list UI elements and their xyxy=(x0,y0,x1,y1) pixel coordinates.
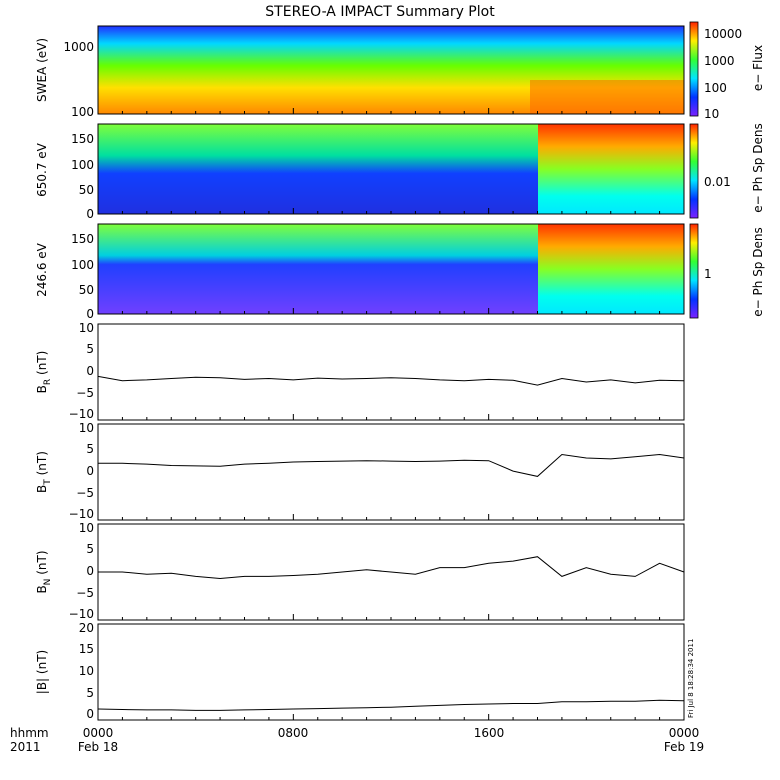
bmag-ytick-0: 0 xyxy=(86,707,94,721)
pad246-colorbar xyxy=(689,223,699,319)
pad246-ytick-100: 100 xyxy=(71,258,94,272)
swea-cbar-tick-100: 100 xyxy=(704,81,727,95)
bt-series-line xyxy=(98,453,685,477)
timestamp-stamp: Fri Jul 8 18:28:34 2011 xyxy=(687,639,695,718)
bmag-frame xyxy=(97,623,685,721)
panel-bt: BT (nT) 10 5 0 −5 −10 xyxy=(35,421,685,521)
x-date-end: Feb 19 xyxy=(664,740,704,754)
panel-pad-650: 650.7 eV 150 100 50 0 0.01 e− Ph Sp Dens xyxy=(35,123,765,221)
swea-cbar-tick-1000: 1000 xyxy=(704,54,735,68)
pad650-cbar-tick: 0.01 xyxy=(704,175,731,189)
br-ytick-5: 5 xyxy=(86,342,94,356)
swea-ytick-1000: 1000 xyxy=(63,40,94,54)
br-ylabel: BR (nT) xyxy=(35,351,53,394)
panel-bmag: |B| (nT) 20 15 10 5 0 Fri Jul 8 18:28:34… xyxy=(35,621,695,721)
swea-cbar-tick-10: 10 xyxy=(704,107,719,121)
br-ytick-10: 10 xyxy=(79,321,94,335)
pad246-ytick-150: 150 xyxy=(71,232,94,246)
x-tick-0800: 0800 xyxy=(278,726,309,740)
panel-swea: SWEA (eV) 1000 100 10000 1000 100 10 e− … xyxy=(35,21,765,121)
br-ytick-m5: −5 xyxy=(76,386,94,400)
swea-hot-region xyxy=(530,80,684,114)
br-frame xyxy=(97,323,685,421)
bn-ylabel: BN (nT) xyxy=(35,550,53,593)
pad650-ytick-150: 150 xyxy=(71,132,94,146)
br-ytick-m10: −10 xyxy=(69,407,94,421)
x-date-start: Feb 18 xyxy=(78,740,118,754)
bt-ytick-5: 5 xyxy=(86,442,94,456)
swea-ylabel: SWEA (eV) xyxy=(35,38,49,102)
bmag-ytick-5: 5 xyxy=(86,686,94,700)
pad650-cbar-label: e− Ph Sp Dens xyxy=(751,123,765,212)
swea-colorbar xyxy=(689,21,699,117)
pad246-cbar-tick: 1 xyxy=(704,267,712,281)
x-tick-1600: 1600 xyxy=(474,726,505,740)
pad650-ytick-50: 50 xyxy=(79,183,94,197)
swea-ytick-100: 100 xyxy=(71,105,94,119)
br-series-line xyxy=(97,375,685,386)
swea-cbar-label: e− Flux xyxy=(751,45,765,91)
bn-ytick-0: 0 xyxy=(86,564,94,578)
bn-ytick-10: 10 xyxy=(79,521,94,535)
br-ytick-0: 0 xyxy=(86,364,94,378)
x-row1-label: hhmm xyxy=(10,726,49,740)
pad650-colorbar xyxy=(689,123,699,219)
bt-frame xyxy=(97,423,685,521)
bt-ytick-m10: −10 xyxy=(69,507,94,521)
pad650-ytick-100: 100 xyxy=(71,158,94,172)
pad246-ytick-50: 50 xyxy=(79,283,94,297)
bt-ytick-m5: −5 xyxy=(76,486,94,500)
plot-title: STEREO-A IMPACT Summary Plot xyxy=(265,4,495,20)
pad650-ylabel: 650.7 eV xyxy=(35,142,49,197)
bmag-ytick-20: 20 xyxy=(79,621,94,635)
pad246-ytick-0: 0 xyxy=(86,307,94,321)
x-row2-label: 2011 xyxy=(10,740,41,754)
bt-ylabel: BT (nT) xyxy=(35,451,53,493)
pad650-hot-region xyxy=(538,124,684,214)
panel-br: BR (nT) 10 5 0 −5 −10 xyxy=(35,321,685,421)
bn-ytick-5: 5 xyxy=(86,542,94,556)
bmag-ytick-15: 15 xyxy=(79,642,94,656)
bn-ytick-m5: −5 xyxy=(76,586,94,600)
bt-ytick-0: 0 xyxy=(86,464,94,478)
bt-ytick-10: 10 xyxy=(79,421,94,435)
x-tick-0000-end: 0000 xyxy=(669,726,700,740)
panel-bn: BN (nT) 10 5 0 −5 −10 xyxy=(35,521,685,621)
x-tick-0000: 0000 xyxy=(83,726,114,740)
x-axis: hhmm 0000 0800 1600 0000 2011 Feb 18 Feb… xyxy=(10,726,704,754)
bn-ytick-m10: −10 xyxy=(69,607,94,621)
pad246-cbar-label: e− Ph Sp Dens xyxy=(751,227,765,316)
bmag-ylabel: |B| (nT) xyxy=(35,650,49,694)
panel-pad-246: 246.6 eV 150 100 50 0 1 e− Ph Sp Dens xyxy=(35,223,765,321)
pad246-ylabel: 246.6 eV xyxy=(35,242,49,297)
pad246-hot-region xyxy=(538,224,684,314)
pad650-ytick-0: 0 xyxy=(86,207,94,221)
bmag-series-line xyxy=(97,699,685,711)
bn-series-line xyxy=(98,556,685,580)
swea-cbar-tick-10000: 10000 xyxy=(704,27,742,41)
bmag-ytick-10: 10 xyxy=(79,664,94,678)
